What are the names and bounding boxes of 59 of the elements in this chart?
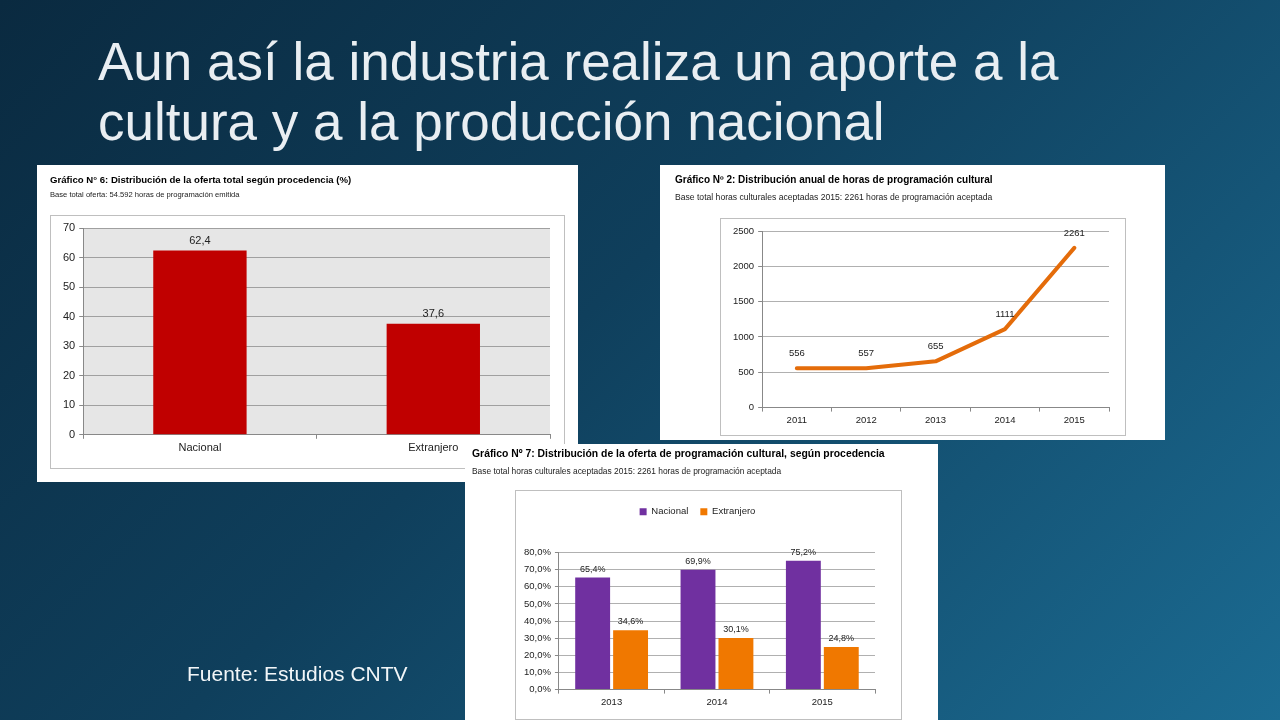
y-tick-label: 1000	[732, 330, 755, 342]
chart-subtitle: Base total horas culturales aceptadas 2015: 2261 horas de programación aceptada	[472, 466, 782, 476]
data-label: 1111	[995, 307, 1015, 319]
x-tick-label: 2013	[925, 413, 947, 425]
bar	[680, 569, 716, 690]
data-label: 30,1%	[723, 624, 749, 634]
y-tick-label: 20,0%	[524, 648, 552, 660]
y-tick-label: 30	[62, 339, 76, 352]
data-label: 556	[788, 347, 805, 359]
y-tick-label: 20	[62, 368, 76, 381]
chart-title: Gráfico N° 6: Distribución de la oferta total según procedencia (%)	[50, 174, 352, 185]
y-tick-label: 70,0%	[524, 563, 552, 575]
data-label: 62,4	[189, 233, 211, 246]
chart-title: Gráfico Nº 7: Distribución de la oferta de programación cultural, según procedencia	[472, 448, 885, 459]
data-label: 2261	[1063, 226, 1085, 238]
x-tick-label: 2012	[855, 413, 877, 425]
bar	[575, 577, 611, 690]
y-tick-label: 80,0%	[524, 546, 552, 558]
x-tick-label: 2014	[706, 695, 728, 707]
source-note: Fuente: Estudios CNTV	[187, 662, 408, 686]
y-tick-label: 60	[62, 250, 76, 263]
y-tick-label: 10	[62, 398, 76, 411]
legend-label: Extranjero	[712, 505, 756, 517]
y-tick-label: 60,0%	[524, 580, 552, 592]
y-tick-label: 2000	[732, 259, 755, 271]
bar	[823, 647, 859, 690]
y-tick-label: 40,0%	[524, 614, 552, 626]
y-tick-label: 70	[62, 221, 76, 234]
data-label: 34,6%	[617, 616, 644, 627]
y-tick-label: 1500	[732, 295, 755, 307]
legend-label: Nacional	[651, 505, 689, 517]
y-tick-label: 50	[62, 280, 76, 293]
chart-title: Gráfico Nº 2: Distribución anual de horas de programación cultural	[675, 174, 993, 185]
bar	[613, 630, 649, 690]
y-tick-label: 2500	[732, 224, 755, 236]
x-tick-label: 2013	[601, 695, 623, 707]
y-tick-label: 500	[738, 365, 755, 377]
data-label: 24,8%	[828, 633, 855, 644]
x-tick-label: 2014	[994, 413, 1016, 425]
data-label: 557	[858, 347, 875, 359]
data-label: 75,2%	[790, 546, 817, 557]
bar	[785, 560, 821, 690]
bar	[718, 638, 754, 690]
y-tick-label: 0,0%	[529, 683, 552, 695]
y-tick-label: 0	[748, 401, 755, 413]
chart-subtitle: Base total horas culturales aceptadas 2015: 2261 horas de programación aceptada	[675, 192, 993, 202]
data-label: 65,4%	[579, 563, 606, 574]
text: Aun así la industria realiza un aporte a la cultura y a la producción nacional	[98, 32, 1060, 152]
y-tick-label: 30,0%	[524, 631, 552, 643]
y-tick-label: 0	[69, 427, 76, 440]
data-label: 655	[927, 340, 944, 352]
y-tick-label: 40	[62, 309, 76, 322]
x-tick-label: 2015	[811, 695, 833, 707]
x-tick-label: 2011	[786, 413, 808, 425]
x-tick-label: 2015	[1063, 413, 1085, 425]
y-tick-label: 10,0%	[524, 666, 552, 678]
data-label: 37,6	[422, 307, 445, 320]
y-tick-label: 50,0%	[524, 597, 552, 609]
data-label: 69,9%	[685, 555, 711, 566]
